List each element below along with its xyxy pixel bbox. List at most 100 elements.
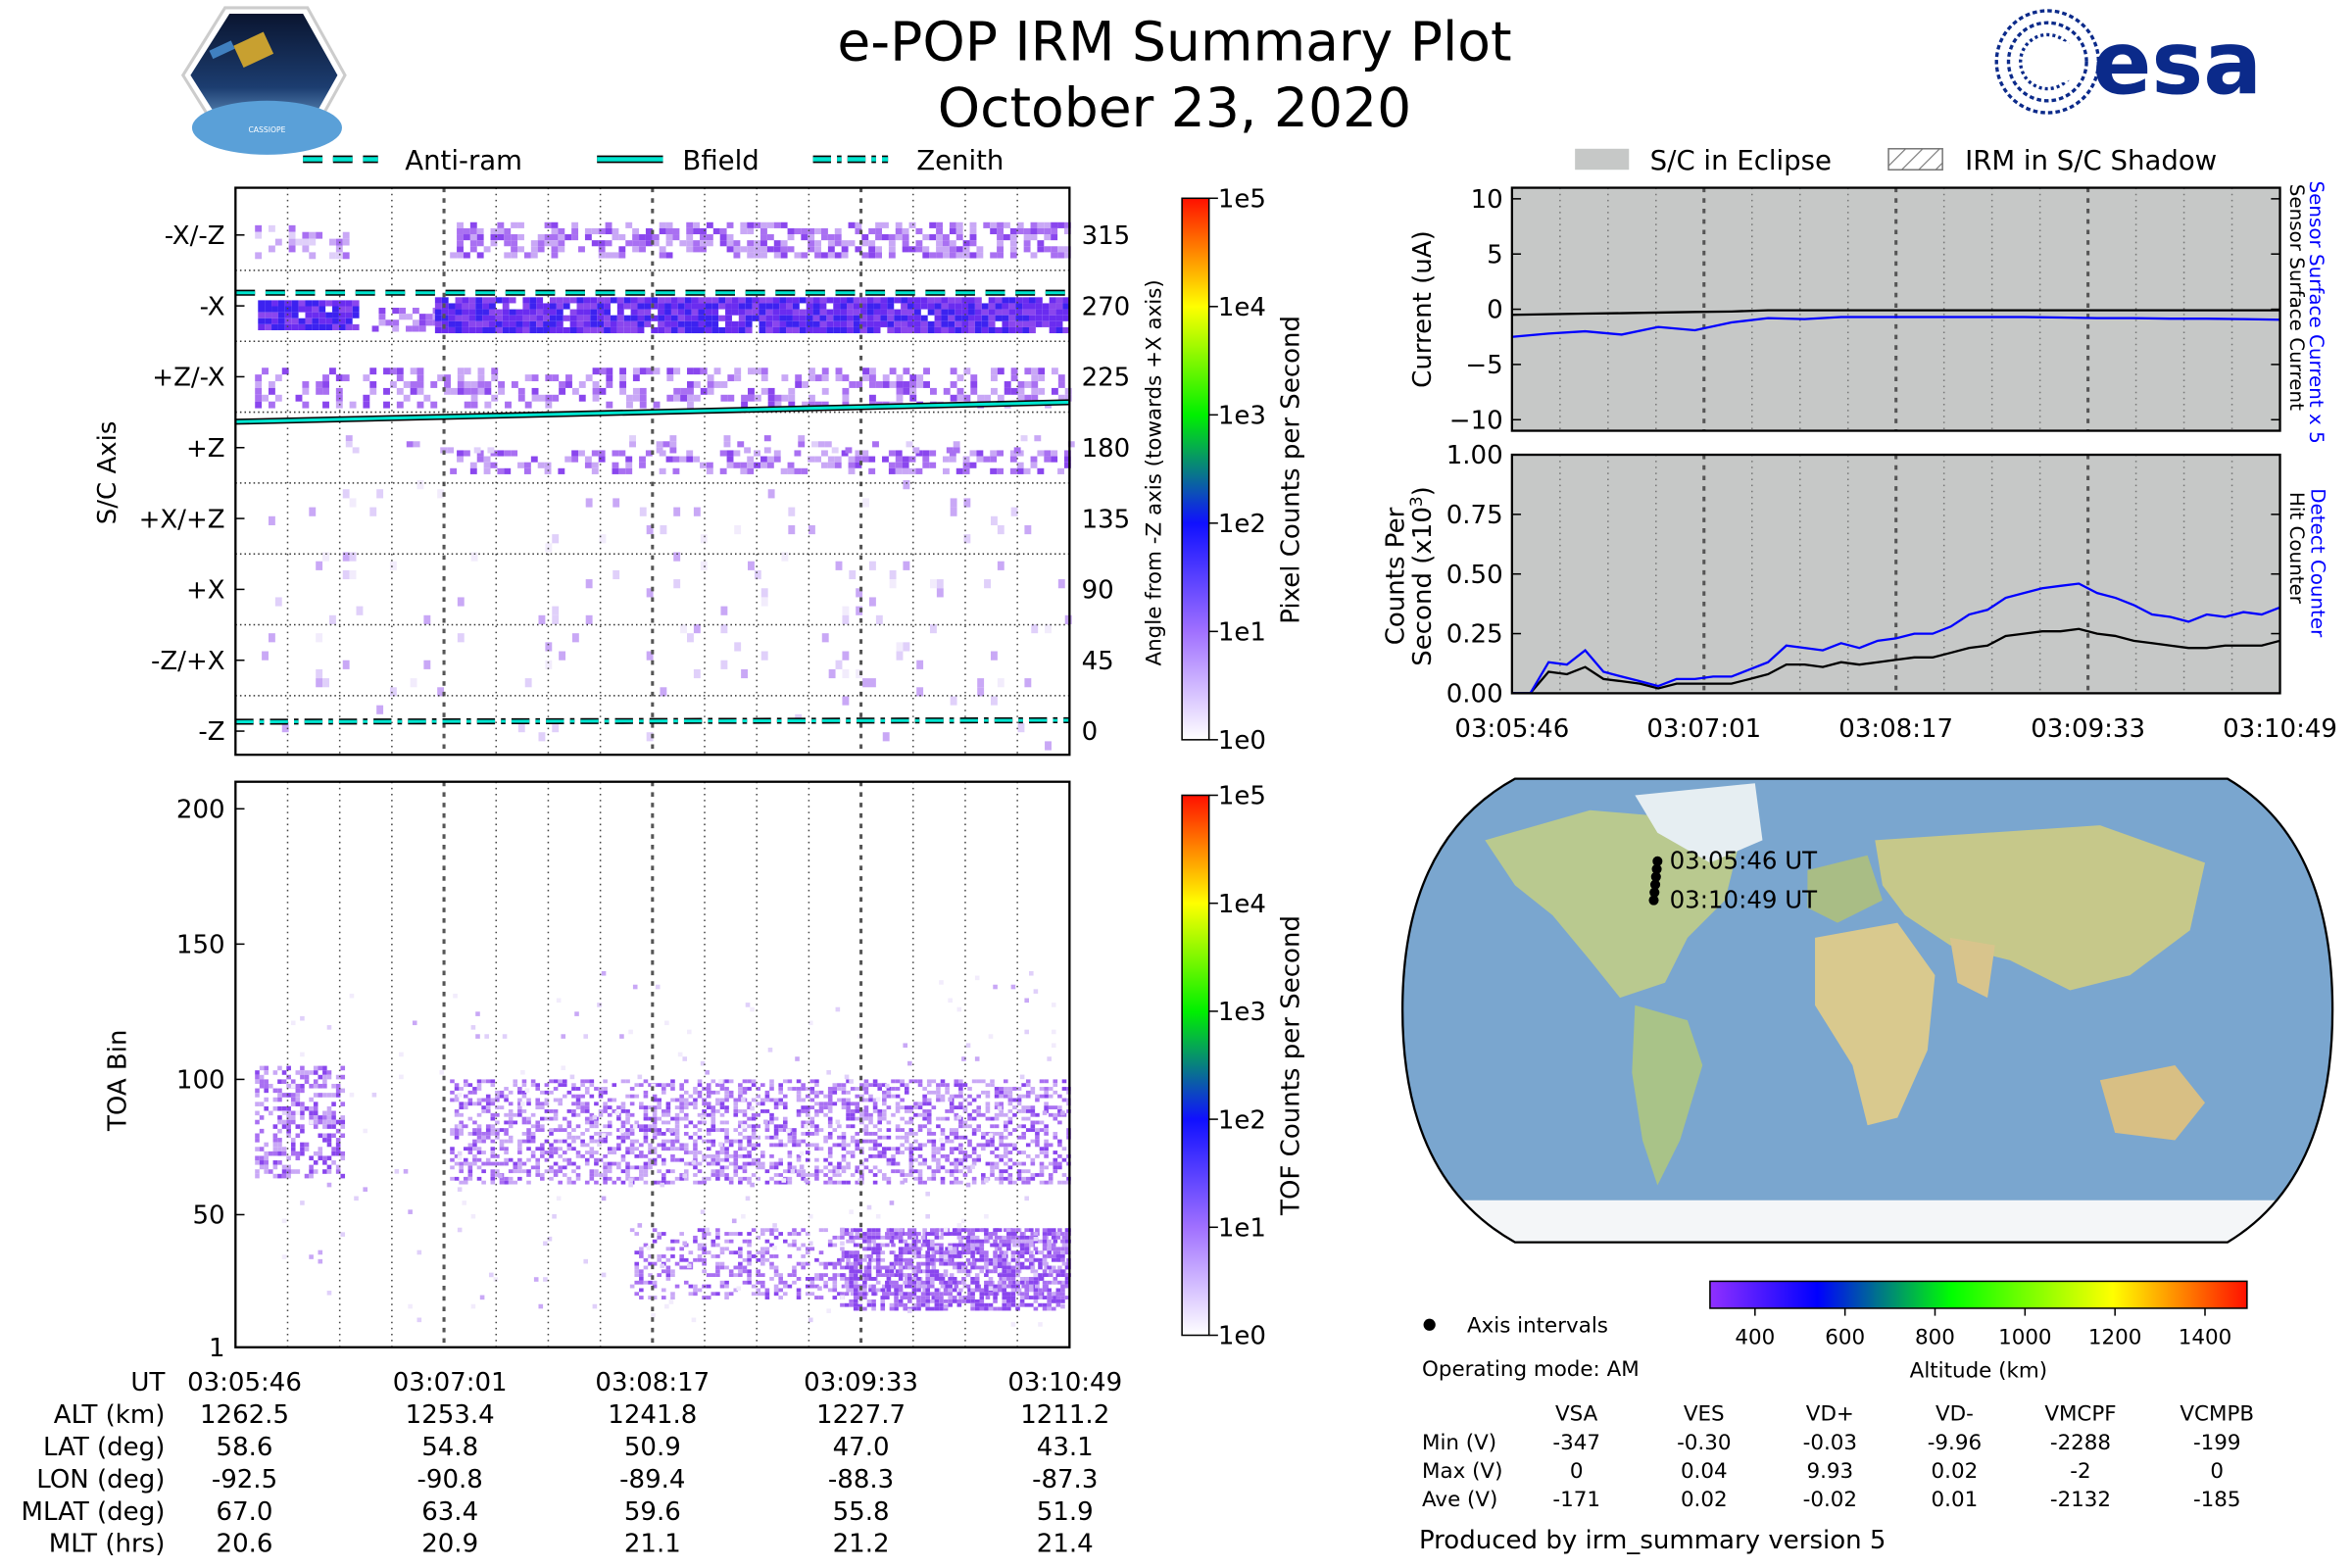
data-cell — [889, 1250, 895, 1255]
data-cell — [764, 1169, 770, 1174]
data-cell — [290, 1138, 296, 1143]
data-cell — [1003, 221, 1010, 228]
data-cell — [549, 303, 557, 310]
data-cell — [1003, 1176, 1008, 1181]
data-cell — [827, 1239, 833, 1244]
data-cell — [841, 1165, 847, 1170]
data-cell — [553, 1147, 559, 1152]
data-cell — [674, 1105, 680, 1110]
data-cell — [313, 1070, 318, 1075]
data-cell — [594, 1139, 599, 1144]
data-cell — [950, 381, 957, 388]
data-cell — [908, 1151, 914, 1154]
data-cell — [434, 309, 442, 316]
data-cell — [558, 234, 565, 241]
data-cell — [747, 240, 755, 247]
shadow-swatch — [1887, 148, 1943, 171]
data-cell — [425, 314, 433, 320]
data-cell — [644, 315, 652, 321]
y-tick-label-right: 135 — [1082, 505, 1131, 534]
data-cell — [1042, 1243, 1048, 1248]
data-cell — [530, 1151, 536, 1154]
data-cell — [745, 315, 753, 321]
data-cell — [305, 323, 313, 330]
data-cell — [463, 1180, 468, 1185]
data-cell — [300, 1110, 305, 1116]
data-cell — [940, 1143, 946, 1148]
data-cell — [812, 297, 820, 304]
data-cell — [639, 1169, 644, 1174]
data-cell — [679, 1265, 684, 1270]
data-cell — [517, 234, 524, 241]
data-cell — [459, 1165, 464, 1170]
data-cell — [997, 1261, 1003, 1266]
data-cell — [844, 1250, 850, 1255]
data-cell — [322, 387, 329, 395]
data-cell — [1061, 1261, 1067, 1266]
data-cell — [657, 1257, 662, 1262]
data-cell — [1016, 1176, 1022, 1181]
data-cell — [325, 323, 333, 330]
data-cell — [844, 1277, 850, 1281]
data-cell — [328, 252, 336, 260]
data-cell — [495, 1098, 500, 1102]
data-cell — [637, 326, 645, 334]
data-cell — [335, 252, 343, 260]
data-cell — [760, 1098, 765, 1102]
data-cell — [728, 1153, 734, 1158]
data-cell — [850, 1124, 856, 1129]
data-cell — [625, 1176, 630, 1181]
data-cell — [738, 320, 746, 327]
data-cell — [855, 221, 862, 228]
data-cell — [962, 1135, 968, 1140]
data-cell — [677, 303, 685, 310]
data-cell — [920, 1235, 926, 1240]
data-cell — [583, 315, 591, 321]
data-cell — [866, 1254, 872, 1258]
data-cell — [725, 320, 732, 327]
data-cell — [805, 1109, 810, 1113]
data-cell — [272, 1088, 278, 1094]
data-cell — [769, 1120, 774, 1125]
data-cell — [814, 1173, 819, 1177]
y-tick-label-right: 45 — [1082, 647, 1114, 676]
data-cell — [913, 1079, 918, 1084]
data-cell — [1055, 326, 1063, 334]
data-cell — [612, 569, 620, 580]
data-cell — [913, 1176, 918, 1181]
data-cell — [399, 308, 407, 315]
data-cell — [887, 303, 895, 310]
data-cell — [945, 1109, 950, 1113]
data-cell — [584, 1109, 590, 1113]
data-cell — [683, 1124, 689, 1129]
data-cell — [837, 1257, 842, 1262]
data-cell — [891, 1094, 896, 1099]
data-cell — [1038, 1257, 1043, 1262]
data-cell — [849, 381, 857, 388]
data-cell — [335, 1088, 341, 1094]
data-cell — [738, 1269, 743, 1274]
data-cell — [942, 240, 950, 247]
data-cell — [1044, 227, 1052, 235]
data-cell — [530, 1112, 536, 1117]
data-cell — [651, 303, 659, 310]
data-cell — [988, 297, 996, 304]
data-cell — [683, 1090, 689, 1095]
data-cell — [490, 1131, 496, 1136]
data-cell — [715, 1292, 720, 1297]
data-cell — [969, 221, 977, 228]
data-cell — [733, 252, 741, 259]
data-cell — [900, 1151, 905, 1154]
data-cell — [483, 467, 491, 474]
data-cell — [648, 1128, 653, 1132]
data-cell — [584, 227, 592, 235]
data-cell — [272, 1147, 278, 1152]
data-cell — [463, 1102, 468, 1106]
data-cell — [1029, 1280, 1034, 1285]
data-cell — [984, 1232, 989, 1236]
data-cell — [551, 227, 559, 235]
data-cell — [255, 1102, 260, 1106]
data-cell — [454, 1124, 460, 1129]
data-cell — [740, 462, 748, 468]
data-cell — [517, 1165, 522, 1170]
